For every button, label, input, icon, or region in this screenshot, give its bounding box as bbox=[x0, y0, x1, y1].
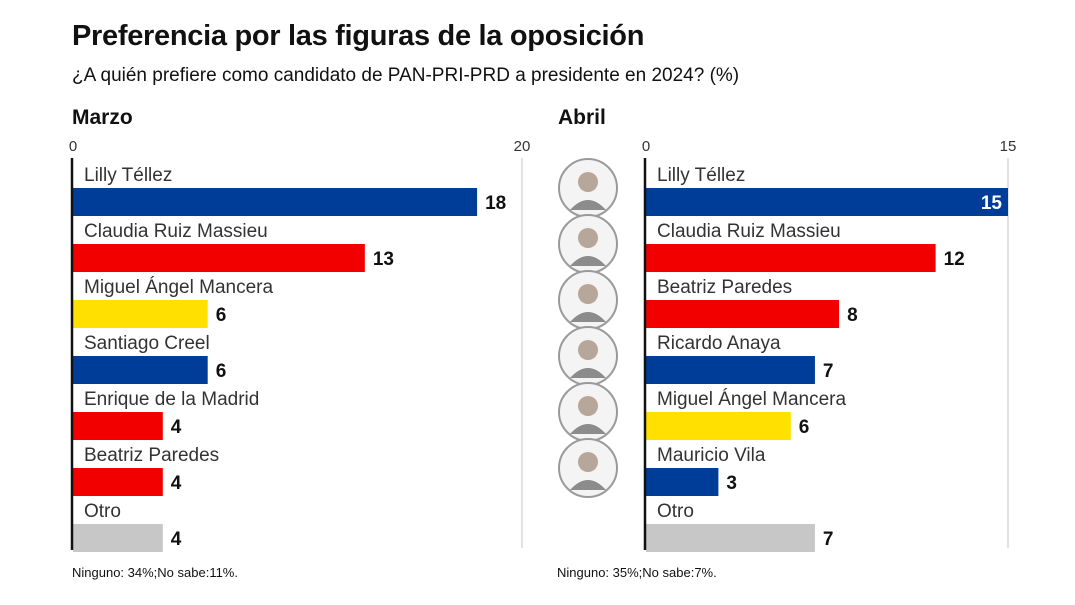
tick-label-marzo-0: 0 bbox=[69, 138, 77, 155]
category-label: Lilly Téllez bbox=[84, 165, 172, 186]
category-label: Claudia Ruiz Massieu bbox=[657, 221, 841, 242]
page-subtitle: ¿A quién prefiere como candidato de PAN-… bbox=[72, 65, 740, 86]
portrait-head-icon bbox=[578, 452, 598, 472]
footnote-marzo: Ninguno: 34%;No sabe:11%. bbox=[72, 565, 238, 580]
category-label: Claudia Ruiz Massieu bbox=[84, 221, 268, 242]
tick-label-marzo-20: 20 bbox=[514, 138, 531, 155]
value-label: 3 bbox=[726, 473, 737, 494]
value-label: 15 bbox=[981, 193, 1003, 214]
tick-label-abril-15: 15 bbox=[1000, 138, 1017, 155]
value-label: 18 bbox=[485, 193, 506, 214]
category-label: Otro bbox=[84, 501, 121, 522]
portrait-shoulders-icon bbox=[570, 312, 606, 322]
value-label: 13 bbox=[373, 249, 394, 270]
bar bbox=[646, 244, 936, 272]
panel-title-abril: Abril bbox=[558, 106, 606, 129]
bar bbox=[73, 412, 163, 440]
bar bbox=[646, 300, 840, 328]
value-label: 4 bbox=[171, 473, 182, 494]
category-label: Otro bbox=[657, 501, 694, 522]
portrait-shoulders-icon bbox=[570, 480, 606, 490]
category-label: Ricardo Anaya bbox=[657, 333, 781, 354]
category-label: Beatriz Paredes bbox=[657, 277, 792, 298]
portrait-head-icon bbox=[578, 284, 598, 304]
value-label: 4 bbox=[171, 529, 182, 550]
bar bbox=[73, 244, 365, 272]
category-label: Mauricio Vila bbox=[657, 445, 766, 466]
bar bbox=[646, 356, 815, 384]
portrait-head-icon bbox=[578, 340, 598, 360]
footnote-abril: Ninguno: 35%;No sabe:7%. bbox=[557, 565, 717, 580]
portrait-shoulders-icon bbox=[570, 256, 606, 266]
bar bbox=[646, 468, 719, 496]
bar bbox=[73, 188, 478, 216]
portrait-shoulders-icon bbox=[570, 368, 606, 378]
portrait-shoulders-icon bbox=[570, 200, 606, 210]
value-label: 12 bbox=[944, 249, 965, 270]
category-label: Miguel Ángel Mancera bbox=[657, 389, 846, 410]
category-label: Beatriz Paredes bbox=[84, 445, 219, 466]
bar bbox=[73, 524, 163, 552]
portrait-head-icon bbox=[578, 228, 598, 248]
bar bbox=[646, 188, 1008, 216]
value-label: 4 bbox=[171, 417, 182, 438]
bar bbox=[73, 300, 208, 328]
bar bbox=[646, 524, 815, 552]
value-label: 6 bbox=[216, 305, 227, 326]
value-label: 6 bbox=[799, 417, 810, 438]
category-label: Santiago Creel bbox=[84, 333, 210, 354]
tick-label-abril-0: 0 bbox=[642, 138, 650, 155]
category-label: Enrique de la Madrid bbox=[84, 389, 259, 410]
value-label: 7 bbox=[823, 361, 834, 382]
portrait-head-icon bbox=[578, 172, 598, 192]
portrait-shoulders-icon bbox=[570, 424, 606, 434]
category-label: Miguel Ángel Mancera bbox=[84, 277, 273, 298]
value-label: 8 bbox=[847, 305, 858, 326]
portrait-head-icon bbox=[578, 396, 598, 416]
panel-title-marzo: Marzo bbox=[72, 106, 133, 129]
bar bbox=[73, 356, 208, 384]
bar bbox=[73, 468, 163, 496]
bar bbox=[646, 412, 791, 440]
category-label: Lilly Téllez bbox=[657, 165, 745, 186]
page-title: Preferencia por las figuras de la oposic… bbox=[72, 20, 645, 52]
value-label: 6 bbox=[216, 361, 227, 382]
value-label: 7 bbox=[823, 529, 834, 550]
